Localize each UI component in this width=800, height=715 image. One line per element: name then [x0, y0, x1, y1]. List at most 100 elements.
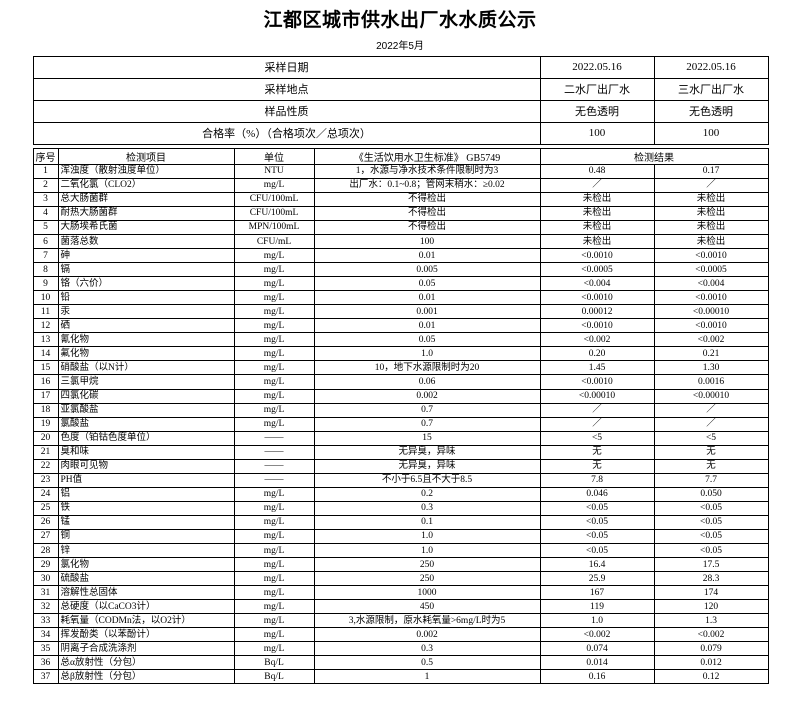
table-row: 26 锰 mg/L 0.1 <0.05 <0.05: [32, 514, 769, 530]
cell-standard: 0.3: [313, 641, 541, 657]
table-row: 7 砷 mg/L 0.01 <0.0010 <0.0010: [32, 248, 769, 264]
summary-value-plant2: 无色透明: [539, 99, 655, 123]
cell-unit: mg/L: [233, 500, 315, 516]
summary-row-pass-rate: 合格率（%）（合格项次／总项次） 100 100: [32, 121, 769, 145]
cell-no: 23: [32, 472, 59, 488]
cell-item: 镉: [57, 262, 235, 278]
table-row: 16 三氯甲烷 mg/L 0.06 <0.0010 0.0016: [32, 374, 769, 390]
cell-no: 27: [32, 528, 59, 545]
cell-result-plant2: 未检出: [539, 219, 655, 235]
cell-no: 3: [32, 191, 59, 207]
table-row: 1 浑浊度（散射浊度单位） NTU 1，水源与净水技术条件限制时为3 0.48 0.17: [32, 163, 769, 179]
cell-unit: Bq/L: [233, 669, 315, 685]
cell-result-plant2: 无: [539, 458, 655, 474]
cell-item: 总硬度（以CaCO3计）: [57, 599, 235, 615]
column-header-no: 序号: [32, 147, 59, 165]
column-header-standard: 《生活饮用水卫生标准》 GB5749: [313, 147, 541, 165]
cell-result-plant3: <0.0005: [653, 262, 769, 278]
cell-result-plant2: <0.00010: [539, 388, 655, 404]
cell-unit: CFU/100mL: [233, 191, 315, 207]
cell-unit: mg/L: [233, 627, 315, 643]
cell-no: 14: [32, 346, 59, 362]
cell-result-plant2: <0.05: [539, 528, 655, 545]
measurements-header-row: 序号 检测项目 单位 《生活饮用水卫生标准》 GB5749 检测结果: [32, 147, 769, 165]
table-row: 29 氯化物 mg/L 250 16.4 17.5: [32, 557, 769, 573]
cell-unit: CFU/mL: [233, 233, 315, 250]
column-header-item: 检测项目: [57, 147, 235, 165]
cell-standard: 0.001: [313, 304, 541, 320]
column-header-unit: 单位: [233, 147, 315, 165]
cell-no: 17: [32, 388, 59, 404]
cell-result-plant3: 0.0016: [653, 374, 769, 390]
cell-result-plant2: ／: [539, 402, 655, 418]
summary-value-plant2: 100: [539, 121, 655, 145]
summary-row-sample-property: 样品性质 无色透明 无色透明: [32, 99, 769, 123]
cell-result-plant3: 未检出: [653, 219, 769, 235]
cell-unit: mg/L: [233, 332, 315, 348]
cell-result-plant2: 无: [539, 444, 655, 460]
cell-result-plant3: <0.0010: [653, 318, 769, 334]
cell-standard: 1，水源与净水技术条件限制时为3: [313, 163, 541, 179]
table-row: 24 铝 mg/L 0.2 0.046 0.050: [32, 486, 769, 502]
cell-unit: mg/L: [233, 290, 315, 306]
summary-row-sampling-date: 采样日期 2022.05.16 2022.05.16: [32, 55, 769, 79]
cell-result-plant3: <0.0010: [653, 290, 769, 306]
cell-item: 大肠埃希氏菌: [57, 219, 235, 235]
summary-row-sampling-location: 采样地点 二水厂出厂水 三水厂出厂水: [32, 77, 769, 101]
cell-standard: 0.3: [313, 500, 541, 516]
cell-standard: 0.06: [313, 374, 541, 390]
table-row: 18 亚氯酸盐 mg/L 0.7 ／／: [32, 402, 769, 418]
cell-standard: 100: [313, 233, 541, 250]
cell-item: PH值: [57, 472, 235, 488]
cell-item: 四氯化碳: [57, 388, 235, 404]
cell-unit: mg/L: [233, 528, 315, 545]
table-row: 8 镉 mg/L 0.005 <0.0005 <0.0005: [32, 262, 769, 278]
table-row: 33 耗氧量（CODMn法，以O2计） mg/L 3,水源限制，原水耗氧量>6mg/L…: [32, 613, 769, 629]
cell-unit: mg/L: [233, 248, 315, 264]
cell-no: 19: [32, 416, 59, 432]
cell-no: 2: [32, 177, 59, 193]
cell-unit: mg/L: [233, 641, 315, 657]
cell-no: 16: [32, 374, 59, 390]
cell-standard: 无异臭，异味: [313, 444, 541, 460]
cell-item: 二氧化氯（CLO2）: [57, 177, 235, 193]
cell-item: 氯化物: [57, 557, 235, 573]
cell-result-plant2: 未检出: [539, 191, 655, 207]
cell-item: 总大肠菌群: [57, 191, 235, 207]
cell-no: 31: [32, 585, 59, 601]
cell-result-plant2: 0.074: [539, 641, 655, 657]
cell-result-plant2: 未检出: [539, 205, 655, 221]
cell-standard: 无异臭，异味: [313, 458, 541, 474]
table-row: 15 硝酸盐（以N计） mg/L 10，地下水源限制时为20 1.45 1.30: [32, 360, 769, 376]
table-row: 3 总大肠菌群 CFU/100mL 不得检出 未检出 未检出: [32, 191, 769, 207]
page-title: 江都区城市供水出厂水水质公示: [263, 10, 537, 31]
cell-item: 硫酸盐: [57, 571, 235, 587]
cell-result-plant3: 1.3: [653, 613, 769, 629]
cell-result-plant3: <0.002: [653, 627, 769, 643]
table-row: 36 总α放射性（分包） Bq/L 0.5 0.014 0.012: [32, 655, 769, 671]
cell-item: 铁: [57, 500, 235, 516]
summary-label: 采样地点: [32, 77, 541, 101]
cell-standard: 450: [313, 599, 541, 615]
cell-result-plant3: <0.004: [653, 276, 769, 292]
cell-result-plant3: 未检出: [653, 205, 769, 221]
cell-result-plant2: 0.16: [539, 669, 655, 685]
cell-result-plant2: 119: [539, 599, 655, 615]
table-row: 35 阴离子合成洗涤剂 mg/L 0.3 0.074 0.079: [32, 641, 769, 657]
cell-unit: ——: [233, 444, 315, 460]
cell-result-plant3: ／: [653, 402, 769, 418]
cell-standard: 1.0: [313, 346, 541, 362]
summary-value-plant3: 100: [653, 121, 769, 145]
cell-item: 色度（铂钴色度单位）: [57, 430, 235, 446]
cell-item: 铅: [57, 290, 235, 306]
table-row: 2 二氧化氯（CLO2） mg/L 出厂水：0.1~0.8；管网末稍水：≥0.02 ／／: [32, 177, 769, 193]
table-row: 4 耐热大肠菌群 CFU/100mL 不得检出 未检出 未检出: [32, 205, 769, 221]
cell-no: 4: [32, 205, 59, 221]
cell-no: 13: [32, 332, 59, 348]
cell-result-plant2: 1.0: [539, 613, 655, 629]
page-subtitle: 2022年5月: [376, 40, 424, 52]
cell-result-plant3: 0.17: [653, 163, 769, 179]
cell-standard: 0.005: [313, 262, 541, 278]
cell-result-plant3: 0.12: [653, 669, 769, 685]
